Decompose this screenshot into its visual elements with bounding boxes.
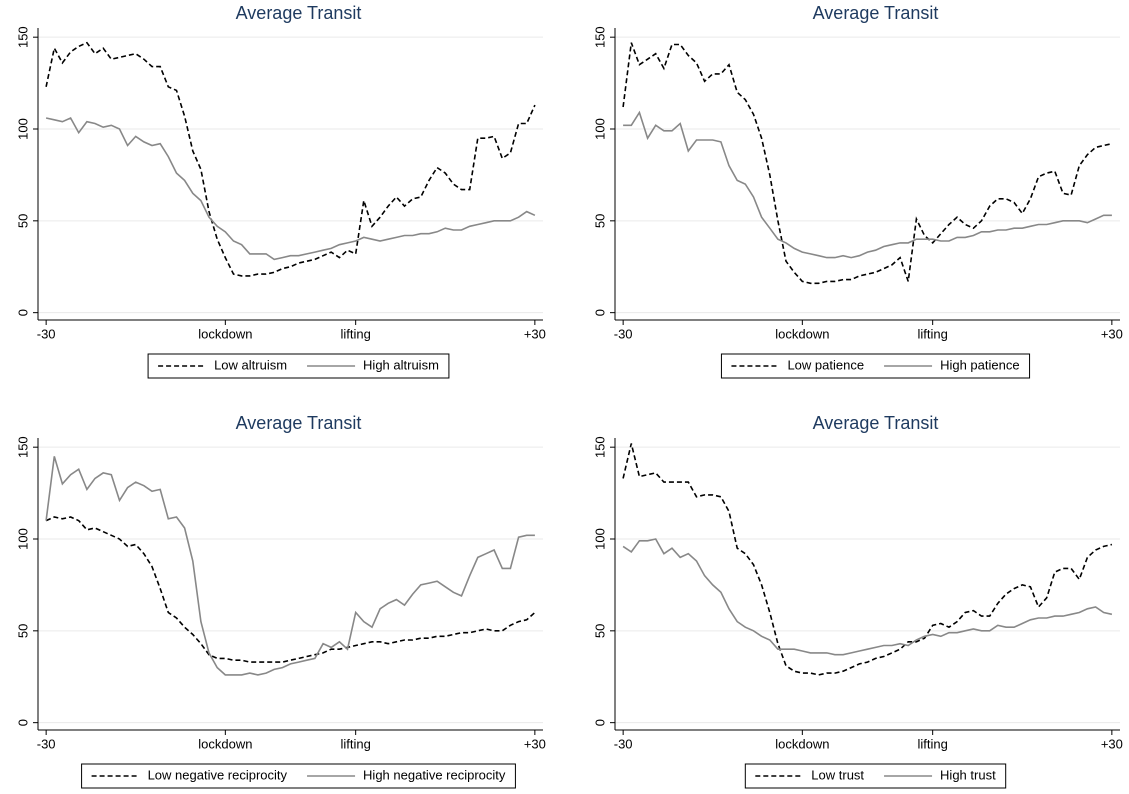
y-tick-label: 0	[592, 309, 607, 316]
x-tick-label: lifting	[917, 326, 947, 341]
legend-label: High patience	[940, 357, 1020, 372]
x-tick-label: +30	[524, 326, 546, 341]
x-tick-label: lockdown	[198, 736, 252, 751]
x-tick-label: lifting	[917, 736, 947, 751]
legend-box	[720, 353, 1031, 379]
legend-label: Low altruism	[214, 357, 287, 372]
y-tick-label: 50	[592, 214, 607, 228]
chart-title: Average Transit	[813, 3, 939, 23]
panel: Average Transit 0 50 100 150 -30 lockdown lifti…	[592, 413, 1123, 789]
y-tick-label: 0	[15, 309, 30, 316]
y-tick-label: 0	[15, 719, 30, 726]
panel: Average Transit 0 50 100 150 -30 lockdown lifti…	[592, 3, 1123, 379]
x-tick-label: +30	[1101, 326, 1123, 341]
legend: Low altruism High altruism	[147, 353, 450, 379]
x-tick-label: -30	[614, 326, 633, 341]
x-tick-label: -30	[614, 736, 633, 751]
legend-box	[81, 763, 516, 789]
data-line	[45, 516, 536, 663]
y-tick-label: 150	[592, 436, 607, 458]
legend-label: High negative reciprocity	[363, 767, 506, 782]
data-line	[45, 456, 535, 676]
legend-box	[147, 353, 450, 379]
chart-title: Average Transit	[236, 413, 362, 433]
x-tick-label: lifting	[340, 736, 370, 751]
legend: Low negative reciprocity High negative re…	[81, 763, 516, 789]
data-line	[45, 116, 536, 261]
legend-label: Low trust	[811, 767, 864, 782]
y-tick-label: 50	[15, 624, 30, 638]
data-line	[622, 538, 1113, 656]
x-tick-label: lockdown	[775, 736, 829, 751]
chart-title: Average Transit	[813, 413, 939, 433]
legend-label: High altruism	[363, 357, 439, 372]
y-tick-label: 100	[15, 528, 30, 550]
y-tick-label: 150	[592, 26, 607, 48]
x-tick-label: -30	[37, 326, 56, 341]
x-tick-label: lockdown	[775, 326, 829, 341]
legend: Low trust High trust	[744, 763, 1007, 789]
data-line	[622, 42, 1113, 285]
y-tick-label: 150	[15, 26, 30, 48]
data-line	[623, 110, 1112, 259]
data-line	[45, 41, 536, 277]
chart-title: Average Transit	[236, 3, 362, 23]
x-tick-label: lockdown	[198, 326, 252, 341]
legend-box	[744, 763, 1007, 789]
y-tick-label: 150	[15, 436, 30, 458]
y-tick-label: 100	[592, 118, 607, 140]
legend-label: High trust	[940, 767, 996, 782]
legend-label: Low negative reciprocity	[148, 767, 288, 782]
panel: Average Transit 0 50 100 150 -30 lockdown lifti…	[15, 413, 546, 789]
legend: Low patience High patience	[720, 353, 1031, 379]
y-tick-label: 50	[592, 624, 607, 638]
legend-label: Low patience	[787, 357, 864, 372]
data-line	[622, 443, 1113, 676]
panel: Average Transit 0 50 100 150 -30 lockdown lifti…	[15, 3, 546, 379]
x-tick-label: -30	[37, 736, 56, 751]
x-tick-label: lifting	[340, 326, 370, 341]
y-tick-label: 100	[592, 528, 607, 550]
x-tick-label: +30	[524, 736, 546, 751]
y-tick-label: 0	[592, 719, 607, 726]
y-tick-label: 100	[15, 118, 30, 140]
y-tick-label: 50	[15, 214, 30, 228]
x-tick-label: +30	[1101, 736, 1123, 751]
